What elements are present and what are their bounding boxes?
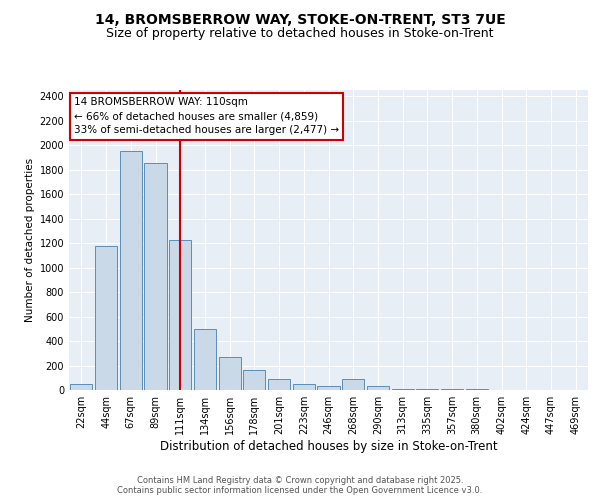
Bar xyxy=(342,379,364,390)
Bar xyxy=(392,389,414,390)
Bar xyxy=(268,379,290,390)
Bar xyxy=(169,240,191,390)
Bar xyxy=(243,370,265,390)
Bar xyxy=(416,389,439,390)
Text: 14, BROMSBERROW WAY, STOKE-ON-TRENT, ST3 7UE: 14, BROMSBERROW WAY, STOKE-ON-TRENT, ST3… xyxy=(95,12,505,26)
Bar xyxy=(194,329,216,390)
Bar xyxy=(367,386,389,390)
Bar xyxy=(95,246,117,390)
Text: Contains HM Land Registry data © Crown copyright and database right 2025.
Contai: Contains HM Land Registry data © Crown c… xyxy=(118,476,482,495)
Bar xyxy=(218,357,241,390)
X-axis label: Distribution of detached houses by size in Stoke-on-Trent: Distribution of detached houses by size … xyxy=(160,440,497,453)
Text: Size of property relative to detached houses in Stoke-on-Trent: Size of property relative to detached ho… xyxy=(106,28,494,40)
Bar xyxy=(70,384,92,390)
Bar xyxy=(145,164,167,390)
Bar xyxy=(317,386,340,390)
Bar xyxy=(119,151,142,390)
Text: 14 BROMSBERROW WAY: 110sqm
← 66% of detached houses are smaller (4,859)
33% of s: 14 BROMSBERROW WAY: 110sqm ← 66% of deta… xyxy=(74,98,339,136)
Bar xyxy=(293,384,315,390)
Y-axis label: Number of detached properties: Number of detached properties xyxy=(25,158,35,322)
